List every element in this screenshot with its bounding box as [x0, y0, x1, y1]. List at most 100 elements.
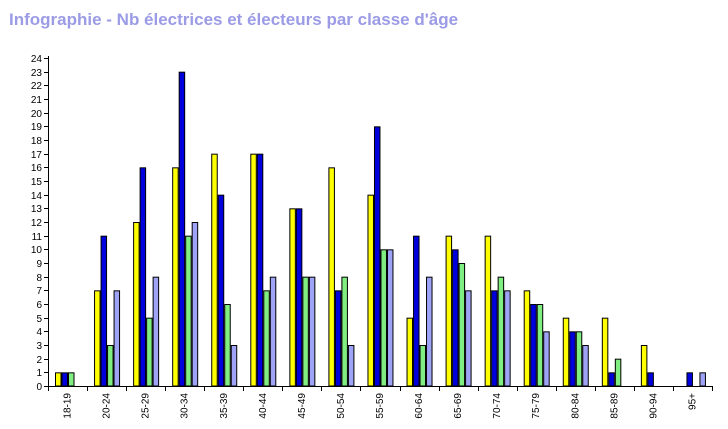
bar-70-74-s1 [484, 235, 492, 387]
chart-title: Infographie - Nb électrices et électeurs… [9, 10, 459, 29]
x-tick-label: 85-89 [609, 393, 620, 419]
bar-35-39-s4 [230, 345, 238, 387]
bar-20-24-s3 [107, 345, 114, 387]
bar-60-64-s1 [406, 317, 414, 387]
y-tick-label: 16 [31, 163, 43, 174]
bar-80-84-s4 [582, 345, 589, 387]
y-tick-label: 3 [36, 341, 42, 352]
x-tick-label: 60-64 [414, 393, 425, 419]
bar-35-39-s2 [217, 194, 225, 387]
x-tick-label: 80-84 [570, 393, 581, 419]
bar-45-49-s1 [289, 208, 296, 387]
bar-75-79-s1 [523, 290, 531, 387]
y-tick-label: 24 [31, 54, 43, 65]
bar-18-19-s3 [68, 372, 75, 387]
y-tick-label: 21 [31, 95, 43, 106]
bar-25-29-s3 [146, 317, 153, 387]
bar-85-89-s3 [614, 358, 622, 387]
bar-95+-s2 [686, 372, 693, 387]
y-tick-label: 14 [31, 191, 43, 202]
y-tick-label: 18 [31, 136, 43, 147]
bar-55-59-s4 [386, 249, 394, 387]
bar-80-84-s2 [569, 331, 576, 387]
x-tick-label: 20-24 [102, 393, 113, 419]
bar-55-59-s1 [367, 194, 374, 387]
y-tick-label: 23 [31, 68, 43, 79]
bar-50-54-s4 [347, 345, 355, 387]
bar-25-29-s2 [139, 167, 147, 387]
bar-40-44-s3 [263, 290, 270, 387]
y-tick-label: 19 [31, 122, 43, 133]
y-tick-label: 1 [36, 368, 42, 379]
bar-20-24-s4 [113, 290, 121, 387]
y-tick-label: 10 [31, 245, 43, 256]
bar-40-44-s1 [250, 153, 257, 387]
y-tick-label: 17 [31, 150, 43, 161]
y-tick-label: 7 [36, 286, 42, 297]
bar-80-84-s3 [575, 331, 583, 387]
y-tick-label: 11 [32, 232, 43, 243]
bar-60-64-s2 [413, 235, 420, 387]
x-tick-label: 75-79 [531, 393, 542, 419]
bar-50-54-s2 [334, 290, 342, 387]
bar-30-34-s3 [185, 235, 192, 387]
x-tick-label: 55-59 [375, 393, 386, 419]
x-tick-label: 90-94 [648, 393, 659, 419]
y-tick-label: 4 [36, 327, 42, 338]
bar-80-84-s1 [562, 317, 570, 387]
bar-65-69-s4 [465, 290, 472, 387]
bar-18-19-s1 [55, 372, 62, 387]
bar-75-79-s3 [536, 304, 544, 387]
y-tick-label: 6 [36, 300, 42, 311]
bar-85-89-s1 [601, 317, 609, 387]
bar-30-34-s2 [178, 71, 186, 387]
x-tick-label: 35-39 [219, 393, 230, 419]
bar-70-74-s4 [504, 290, 511, 387]
x-tick-label: 50-54 [336, 393, 347, 419]
bar-55-59-s2 [373, 126, 381, 387]
x-tick-label: 18-19 [63, 393, 74, 419]
bar-35-39-s3 [224, 304, 231, 387]
bar-20-24-s2 [100, 235, 108, 387]
bar-55-59-s3 [380, 249, 387, 387]
x-tick-label: 45-49 [297, 393, 308, 419]
y-tick-label: 2 [36, 355, 42, 366]
x-tick-label: 70-74 [492, 393, 503, 419]
bar-75-79-s2 [530, 304, 537, 387]
bar-65-69-s3 [458, 263, 466, 387]
bar-65-69-s1 [445, 235, 453, 387]
bar-85-89-s2 [608, 372, 615, 387]
bar-25-29-s1 [133, 222, 140, 387]
x-tick-label: 30-34 [180, 393, 191, 419]
bar-95+-s4 [699, 372, 706, 387]
bar-50-54-s3 [341, 276, 348, 387]
bar-75-79-s4 [543, 331, 550, 387]
y-tick-label: 5 [36, 314, 42, 325]
y-tick-label: 8 [36, 273, 42, 284]
y-tick-label: 13 [31, 204, 43, 215]
y-tick-label: 12 [31, 218, 43, 229]
bar-65-69-s2 [452, 249, 459, 387]
x-tick-label: 65-69 [453, 393, 464, 419]
bar-45-49-s3 [302, 276, 309, 387]
bar-18-19-s2 [61, 372, 68, 387]
bar-70-74-s2 [491, 290, 498, 387]
bar-30-34-s1 [172, 167, 179, 387]
y-tick-label: 0 [36, 382, 42, 393]
bar-25-29-s4 [152, 276, 160, 387]
y-tick-label: 22 [31, 81, 43, 92]
bar-40-44-s2 [256, 153, 264, 387]
bar-50-54-s1 [328, 167, 335, 387]
y-tick-label: 9 [36, 259, 42, 270]
bar-35-39-s1 [211, 153, 218, 387]
bar-45-49-s2 [295, 208, 303, 387]
y-tick-label: 15 [31, 177, 43, 188]
bar-30-34-s4 [191, 222, 199, 387]
bar-20-24-s1 [94, 290, 101, 387]
bar-40-44-s4 [269, 276, 277, 387]
bar-60-64-s4 [426, 276, 433, 387]
bar-90-94-s2 [647, 372, 654, 387]
x-tick-label: 95+ [687, 393, 698, 410]
bar-45-49-s4 [308, 276, 316, 387]
